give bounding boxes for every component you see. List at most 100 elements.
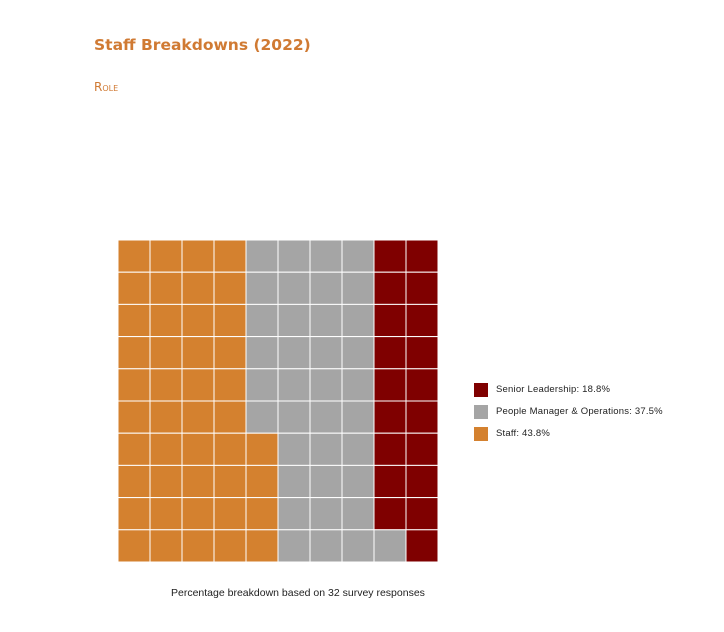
waffle-cell-people-manager-operations (309, 303, 343, 338)
waffle-cell-staff (181, 368, 215, 402)
waffle-cell-staff (213, 368, 247, 402)
waffle-cell-senior-leadership (405, 368, 438, 402)
waffle-chart (118, 240, 438, 562)
waffle-cell-staff (118, 464, 151, 499)
waffle-cell-staff (149, 336, 183, 370)
waffle-cell-staff (118, 400, 151, 434)
waffle-cell-people-manager-operations (245, 336, 279, 370)
waffle-cell-staff (213, 271, 247, 305)
waffle-cell-people-manager-operations (277, 336, 311, 370)
waffle-cell-senior-leadership (405, 303, 438, 338)
waffle-cell-people-manager-operations (277, 271, 311, 305)
waffle-cell-staff (181, 497, 215, 531)
waffle-cell-senior-leadership (405, 497, 438, 531)
waffle-cell-people-manager-operations (309, 336, 343, 370)
waffle-cell-staff (213, 432, 247, 466)
waffle-cell-senior-leadership (373, 464, 407, 499)
waffle-cell-staff (118, 368, 151, 402)
waffle-cell-staff (149, 271, 183, 305)
waffle-cell-people-manager-operations (373, 529, 407, 562)
waffle-cell-people-manager-operations (341, 240, 375, 273)
waffle-cell-staff (245, 497, 279, 531)
waffle-cell-staff (181, 303, 215, 338)
waffle-cell-people-manager-operations (245, 400, 279, 434)
waffle-cell-people-manager-operations (277, 529, 311, 562)
waffle-cell-senior-leadership (405, 336, 438, 370)
waffle-cell-people-manager-operations (277, 464, 311, 499)
legend-swatch-senior-leadership (474, 382, 488, 397)
waffle-cell-staff (213, 529, 247, 562)
waffle-cell-staff (118, 303, 151, 338)
chart-legend: Senior Leadership: 18.8% People Manager … (474, 381, 663, 447)
waffle-cell-staff (213, 303, 247, 338)
waffle-cell-staff (213, 240, 247, 273)
waffle-cell-staff (245, 432, 279, 466)
waffle-cell-senior-leadership (405, 271, 438, 305)
legend-label-staff: Staff: 43.8% (496, 428, 550, 439)
waffle-cell-senior-leadership (405, 400, 438, 434)
waffle-cell-people-manager-operations (245, 303, 279, 338)
waffle-cell-people-manager-operations (309, 400, 343, 434)
waffle-cell-senior-leadership (405, 240, 438, 273)
waffle-cell-senior-leadership (405, 529, 438, 562)
waffle-cell-staff (181, 271, 215, 305)
waffle-cell-staff (149, 400, 183, 434)
waffle-cell-people-manager-operations (341, 529, 375, 562)
waffle-cell-people-manager-operations (277, 303, 311, 338)
legend-item-staff: Staff: 43.8% (474, 425, 663, 442)
page-title: Staff Breakdowns (2022) (94, 36, 311, 54)
waffle-cell-people-manager-operations (309, 529, 343, 562)
legend-item-senior-leadership: Senior Leadership: 18.8% (474, 381, 663, 398)
waffle-cell-people-manager-operations (341, 400, 375, 434)
waffle-cell-people-manager-operations (309, 368, 343, 402)
waffle-cell-people-manager-operations (341, 271, 375, 305)
waffle-cell-staff (118, 240, 151, 273)
legend-swatch-staff (474, 426, 488, 441)
waffle-cell-senior-leadership (373, 240, 407, 273)
legend-item-people-manager-operations: People Manager & Operations: 37.5% (474, 403, 663, 420)
waffle-cell-people-manager-operations (341, 497, 375, 531)
waffle-cell-staff (181, 432, 215, 466)
waffle-cell-people-manager-operations (341, 368, 375, 402)
waffle-cell-staff (149, 497, 183, 531)
waffle-cell-senior-leadership (373, 400, 407, 434)
waffle-cell-people-manager-operations (277, 240, 311, 273)
waffle-cell-people-manager-operations (277, 400, 311, 434)
waffle-cell-people-manager-operations (277, 432, 311, 466)
waffle-cell-people-manager-operations (277, 368, 311, 402)
waffle-cell-staff (149, 464, 183, 499)
waffle-cell-senior-leadership (405, 464, 438, 499)
waffle-cell-staff (245, 464, 279, 499)
waffle-cell-staff (181, 336, 215, 370)
waffle-cell-staff (181, 464, 215, 499)
waffle-cell-people-manager-operations (245, 368, 279, 402)
waffle-cell-people-manager-operations (309, 271, 343, 305)
waffle-cell-staff (181, 400, 215, 434)
waffle-cell-people-manager-operations (341, 432, 375, 466)
waffle-cell-people-manager-operations (309, 497, 343, 531)
legend-label-senior-leadership: Senior Leadership: 18.8% (496, 384, 611, 395)
waffle-cell-staff (149, 303, 183, 338)
waffle-cell-senior-leadership (373, 336, 407, 370)
waffle-cell-people-manager-operations (341, 303, 375, 338)
waffle-cell-staff (245, 529, 279, 562)
waffle-cell-staff (149, 529, 183, 562)
waffle-cell-people-manager-operations (341, 464, 375, 499)
waffle-cell-staff (118, 271, 151, 305)
waffle-cell-people-manager-operations (309, 432, 343, 466)
waffle-cell-staff (118, 432, 151, 466)
waffle-cell-people-manager-operations (341, 336, 375, 370)
chart-caption: Percentage breakdown based on 32 survey … (171, 587, 425, 599)
waffle-cell-senior-leadership (373, 432, 407, 466)
waffle-cell-staff (213, 497, 247, 531)
waffle-cell-staff (118, 336, 151, 370)
waffle-cell-people-manager-operations (277, 497, 311, 531)
waffle-cell-senior-leadership (405, 432, 438, 466)
legend-swatch-people-manager-operations (474, 404, 488, 419)
waffle-cell-staff (149, 432, 183, 466)
waffle-cell-senior-leadership (373, 497, 407, 531)
waffle-cell-people-manager-operations (245, 271, 279, 305)
waffle-cell-staff (118, 497, 151, 531)
waffle-cell-staff (149, 240, 183, 273)
waffle-cell-people-manager-operations (245, 240, 279, 273)
